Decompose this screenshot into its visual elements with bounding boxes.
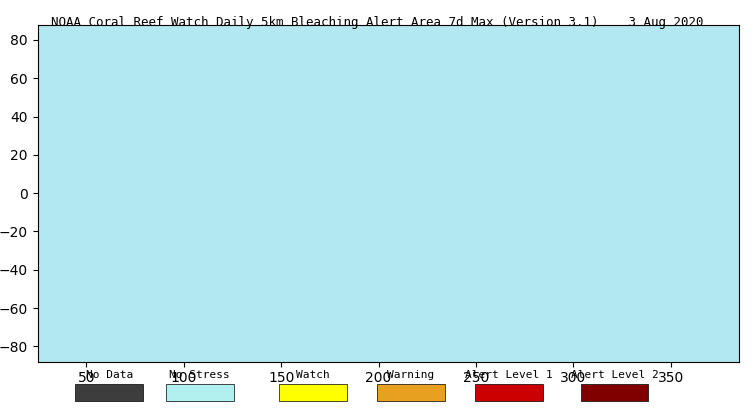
Text: Warning: Warning bbox=[388, 370, 434, 380]
Text: Alert Level 2: Alert Level 2 bbox=[571, 370, 658, 380]
Text: No Stress: No Stress bbox=[170, 370, 230, 380]
Text: NOAA Coral Reef Watch Daily 5km Bleaching Alert Area 7d Max (Version 3.1)    3 A: NOAA Coral Reef Watch Daily 5km Bleachin… bbox=[51, 16, 703, 30]
Text: Watch: Watch bbox=[296, 370, 329, 380]
Text: No Data: No Data bbox=[86, 370, 133, 380]
Text: Alert Level 1: Alert Level 1 bbox=[465, 370, 553, 380]
